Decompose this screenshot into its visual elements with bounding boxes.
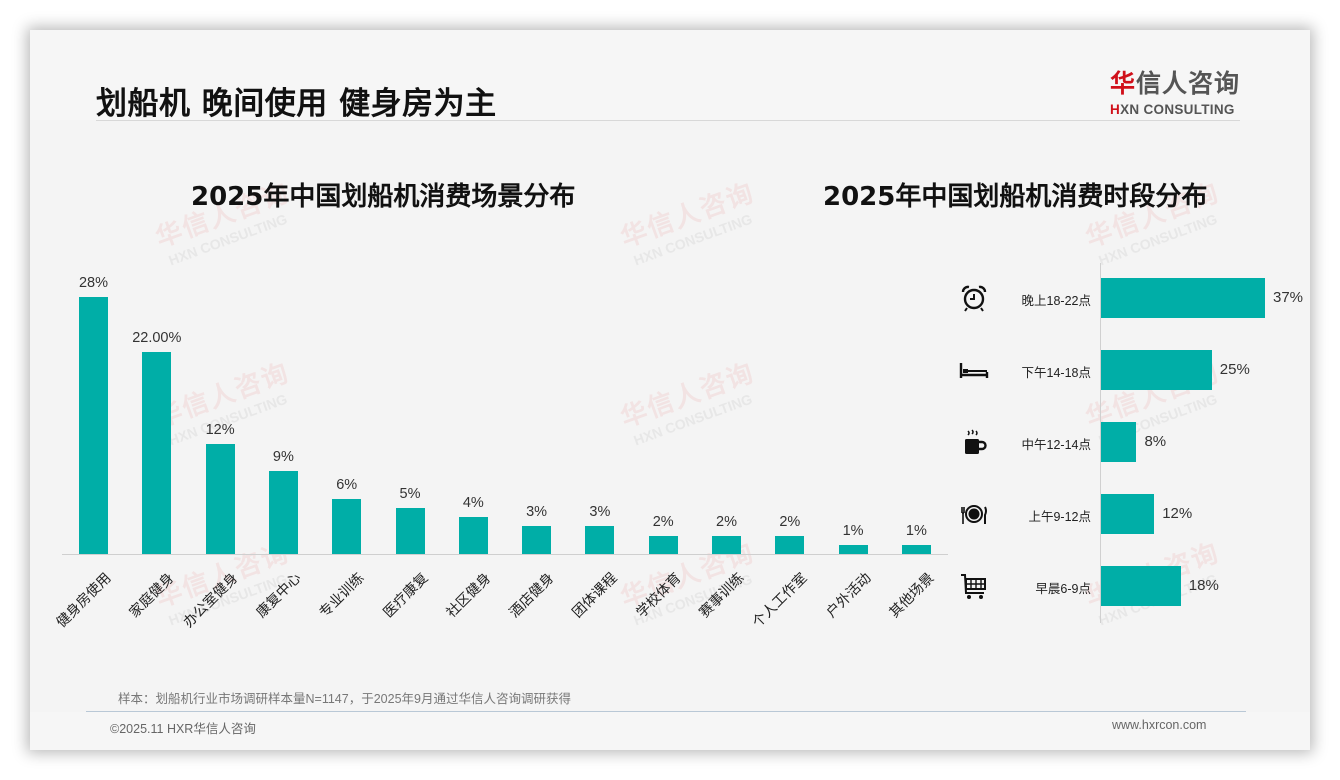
category-label: 医疗康复 — [379, 569, 431, 621]
copyright-text: ©2025.11 HXR华信人咨询 — [110, 722, 256, 736]
bar-value-label: 18% — [1188, 577, 1219, 594]
category-label: 酒店健身 — [505, 569, 557, 621]
category-label: 晚上18-22点 — [1021, 294, 1091, 308]
bar-value-label: 28% — [78, 275, 109, 291]
logo-cn-red: 华 — [1110, 69, 1137, 98]
hbar-2[interactable] — [1101, 350, 1212, 390]
bar-value-label: 2% — [779, 513, 801, 530]
logo-en-rest: XN CONSULTING — [1120, 102, 1235, 117]
category-label: 户外活动 — [822, 569, 874, 621]
bar-14[interactable] — [901, 544, 931, 554]
bar-6[interactable] — [395, 508, 425, 554]
footer-band — [30, 712, 1310, 750]
bar-9[interactable] — [585, 526, 615, 554]
bar-value-label: 2% — [652, 513, 674, 530]
bar-value-label: 12% — [1162, 505, 1193, 522]
watermark-cn: 华信人咨询 — [616, 176, 759, 253]
bar-4[interactable] — [268, 471, 298, 554]
bar-2[interactable] — [142, 352, 172, 554]
category-label: 下午14-18点 — [1021, 366, 1091, 380]
logo-cn-rest: 信人咨询 — [1136, 69, 1241, 98]
period-chart-title: 2025年中国划船机消费时段分布 — [823, 182, 1208, 212]
category-label: 其他场景 — [885, 569, 937, 621]
bar-5[interactable] — [332, 498, 362, 554]
plate-cutlery-icon — [959, 499, 989, 529]
bar-10[interactable] — [648, 535, 678, 554]
sample-note: 样本：划船机行业市场调研样本量N=1147，于2025年9月通过华信人咨询调研获… — [118, 692, 571, 706]
bar-value-label: 6% — [336, 476, 358, 493]
logo-en-red: H — [1110, 102, 1121, 117]
website-link[interactable]: www.hxrcon.com — [1112, 718, 1207, 732]
bar-value-label: 9% — [272, 449, 294, 466]
bar-value-label: 12% — [205, 421, 235, 438]
watermark-en: HXN CONSULTING — [1096, 210, 1220, 269]
bar-value-label: 22.00% — [132, 330, 182, 347]
bar-value-label: 4% — [462, 495, 484, 512]
bar-value-label: 3% — [526, 504, 548, 521]
category-label: 团体课程 — [569, 569, 621, 621]
logo-en: HXN CONSULTING — [1110, 102, 1250, 117]
bar-7[interactable] — [458, 517, 488, 554]
bar-value-label: 2% — [716, 513, 737, 530]
bar-13[interactable] — [838, 544, 868, 554]
watermark-en: HXN CONSULTING — [166, 210, 290, 269]
watermark-en: HXN CONSULTING — [166, 390, 290, 449]
bar-1[interactable] — [79, 297, 108, 554]
hbar-1[interactable] — [1101, 278, 1265, 318]
bar-value-label: 5% — [399, 486, 421, 503]
shopping-cart-icon — [959, 571, 989, 601]
logo-cn: 华信人咨询 — [1110, 64, 1250, 100]
bar-3[interactable] — [205, 443, 235, 554]
watermark-cn: 华信人咨询 — [616, 356, 759, 433]
bar-value-label: 37% — [1273, 289, 1304, 306]
header-band — [30, 30, 1310, 120]
category-label: 个人工作室 — [749, 569, 811, 631]
slide: 划船机 晚间使用 健身房为主 华信人咨询 HXN CONSULTING 华信人咨… — [30, 30, 1310, 750]
y-axis-line — [1100, 263, 1101, 623]
title-divider — [96, 120, 1240, 121]
bar-12[interactable] — [775, 535, 805, 554]
hbar-5[interactable] — [1101, 566, 1181, 606]
coffee-cup-icon — [959, 427, 989, 457]
bar-value-label: 1% — [905, 522, 927, 539]
category-label: 专业训练 — [316, 569, 367, 621]
category-label: 上午9-12点 — [1028, 510, 1091, 524]
category-label: 社区健身 — [442, 569, 494, 621]
brand-logo: 华信人咨询 HXN CONSULTING — [1110, 64, 1250, 117]
category-label: 家庭健身 — [126, 569, 178, 621]
bar-8[interactable] — [522, 526, 552, 554]
x-axis-line — [62, 554, 948, 555]
category-label: 早晨6-9点 — [1035, 582, 1091, 596]
category-label: 康复中心 — [252, 569, 304, 621]
bar-value-label: 1% — [842, 522, 864, 539]
category-label: 健身房使用 — [52, 569, 114, 631]
category-label: 学校体育 — [632, 569, 684, 621]
hbar-3[interactable] — [1101, 422, 1137, 462]
category-label: 中午12-14点 — [1021, 438, 1091, 452]
category-label: 办公室健身 — [179, 569, 241, 631]
scene-chart-title: 2025年中国划船机消费场景分布 — [191, 182, 576, 212]
category-label: 赛事训练 — [695, 569, 747, 621]
bed-icon — [959, 355, 989, 385]
bar-value-label: 25% — [1219, 361, 1250, 378]
hbar-4[interactable] — [1101, 494, 1155, 534]
footer-divider — [86, 711, 1246, 712]
bar-11[interactable] — [712, 535, 741, 554]
alarm-clock-icon — [959, 283, 989, 313]
bar-value-label: 3% — [589, 504, 611, 521]
page-title: 划船机 晚间使用 健身房为主 — [96, 86, 497, 122]
watermark-en: HXN CONSULTING — [631, 210, 755, 269]
bar-value-label: 8% — [1144, 433, 1167, 450]
watermark-en: HXN CONSULTING — [631, 390, 755, 449]
